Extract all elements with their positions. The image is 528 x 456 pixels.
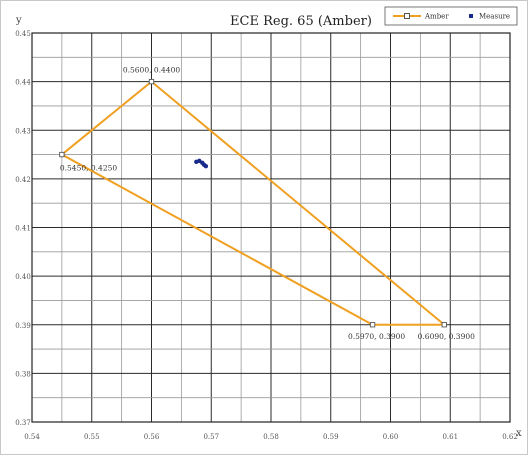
x-tick-label: 0.59 [323, 433, 339, 441]
y-tick-label: 0.43 [15, 127, 31, 135]
x-tick-label: 0.54 [24, 433, 40, 441]
x-tick-label: 0.60 [383, 433, 399, 441]
series [59, 78, 448, 328]
vertex-coordinate-label: 0.6090, 0.3900 [418, 332, 475, 341]
plot-area-border [31, 32, 511, 423]
y-axis-label: y [15, 15, 22, 26]
amber-vertex-marker [369, 322, 376, 328]
y-tick-label: 0.37 [15, 419, 31, 427]
legend-measure-label: Measure [479, 13, 510, 21]
y-tick-label: 0.45 [15, 30, 31, 38]
vertex-coordinate-label: 0.5600, 0.4400 [123, 66, 180, 75]
chart-title: ECE Reg. 65 (Amber) [230, 14, 372, 29]
legend-amber-marker [404, 13, 410, 19]
vertex-coordinate-label: 0.5450, 0.4250 [60, 164, 117, 173]
y-tick-label: 0.39 [15, 322, 31, 330]
y-tick-label: 0.40 [15, 273, 31, 281]
x-tick-label: 0.57 [203, 433, 219, 441]
x-tick-labels: 0.54 0.55 0.56 0.57 0.58 0.59 0.60 0.61 0.62 [24, 433, 518, 441]
y-tick-label: 0.44 [15, 79, 31, 87]
legend: Amber Measure [384, 6, 518, 26]
amber-vertex-marker [59, 151, 65, 158]
amber-vertex-marker [148, 78, 155, 85]
y-tick-label: 0.38 [15, 370, 31, 378]
vertex-coordinate-label: 0.5970, 0.3900 [348, 332, 405, 341]
y-tick-label: 0.42 [15, 176, 31, 184]
legend-amber-label: Amber [424, 13, 449, 21]
x-tick-label: 0.58 [263, 433, 279, 441]
x-tick-label: 0.55 [84, 433, 100, 441]
y-tick-labels: 0.37 0.38 0.39 0.40 0.41 0.42 0.43 0.44 0.45 [15, 30, 31, 427]
x-tick-label: 0.62 [502, 433, 518, 441]
point-labels: 0.5450, 0.4250 0.5600, 0.4400 0.6090, 0.39… [60, 66, 475, 341]
x-tick-label: 0.61 [442, 433, 458, 441]
y-tick-label: 0.41 [15, 225, 31, 233]
measure-point [203, 164, 209, 169]
grid [32, 33, 510, 422]
legend-measure-marker [469, 14, 473, 18]
amber-vertex-marker [441, 322, 447, 328]
x-axis-label: x [516, 428, 522, 439]
x-tick-label: 0.56 [144, 433, 160, 441]
legend-box [384, 6, 518, 26]
